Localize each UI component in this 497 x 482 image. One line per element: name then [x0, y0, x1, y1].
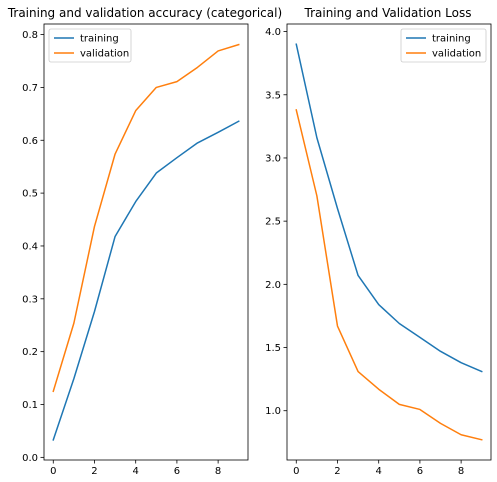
loss-y-tick-label: 4.0	[265, 27, 281, 38]
accuracy-y-tick-label: 0.3	[22, 294, 38, 305]
accuracy-y-tick-label: 0.6	[22, 136, 38, 147]
accuracy-y-tick-label: 0.4	[22, 241, 38, 252]
loss-legend-training-label: training	[432, 34, 471, 45]
loss-ticks-layer: 0 2 4 6 8 1.0 1.5 2.0 2.5 3.0 3.5 4.0	[265, 27, 464, 477]
loss-chart-title: Training and Validation Loss	[304, 6, 472, 20]
loss-y-tick-label: 3.5	[265, 90, 281, 101]
loss-x-tick-label: 2	[334, 466, 340, 477]
accuracy-ticks-layer: 0 2 4 6 8 0.0 0.1 0.2 0.3 0.4 0.5 0.6 0.7 0.8	[22, 30, 221, 477]
loss-y-tick-label: 2.5	[265, 217, 281, 228]
accuracy-y-tick-label: 0.1	[22, 400, 38, 411]
loss-legend: training validation	[400, 28, 487, 63]
loss-chart: Training and Validation Loss 0 2 4 6 8 1.0 1.5…	[265, 6, 492, 477]
accuracy-series-validation-line	[52, 43, 240, 393]
loss-x-tick-label: 8	[458, 466, 464, 477]
loss-series-layer	[295, 43, 483, 441]
accuracy-y-tick-label: 0.2	[22, 347, 38, 358]
accuracy-chart: Training and validation accuracy (catego…	[7, 6, 282, 477]
loss-y-tick-label: 3.0	[265, 153, 281, 164]
accuracy-y-tick-label: 0.7	[22, 83, 38, 94]
loss-y-tick-label: 1.5	[265, 343, 281, 354]
accuracy-series-training-line	[52, 120, 240, 441]
loss-x-tick-label: 6	[417, 466, 423, 477]
loss-y-tick-label: 2.0	[265, 280, 281, 291]
accuracy-x-tick-label: 6	[174, 466, 180, 477]
accuracy-x-tick-label: 2	[91, 466, 97, 477]
accuracy-series-layer	[52, 43, 240, 441]
loss-x-tick-label: 0	[293, 466, 299, 477]
accuracy-y-tick-label: 0.5	[22, 189, 38, 200]
loss-legend-validation-label: validation	[432, 49, 481, 60]
accuracy-x-tick-label: 0	[50, 466, 56, 477]
accuracy-legend-validation-label: validation	[80, 49, 129, 60]
accuracy-legend: training validation	[48, 28, 132, 63]
accuracy-x-tick-label: 8	[215, 466, 221, 477]
loss-x-tick-label: 4	[376, 466, 382, 477]
accuracy-chart-title: Training and validation accuracy (catego…	[7, 6, 282, 20]
accuracy-legend-training-label: training	[80, 34, 119, 45]
loss-series-training-line	[295, 43, 483, 373]
accuracy-x-tick-label: 4	[133, 466, 139, 477]
accuracy-y-tick-label: 0.8	[22, 30, 38, 41]
loss-series-validation-line	[295, 109, 483, 441]
accuracy-y-tick-label: 0.0	[22, 453, 38, 464]
accuracy-plot-frame	[43, 23, 249, 461]
loss-y-tick-label: 1.0	[265, 406, 281, 417]
loss-plot-frame	[286, 23, 492, 461]
